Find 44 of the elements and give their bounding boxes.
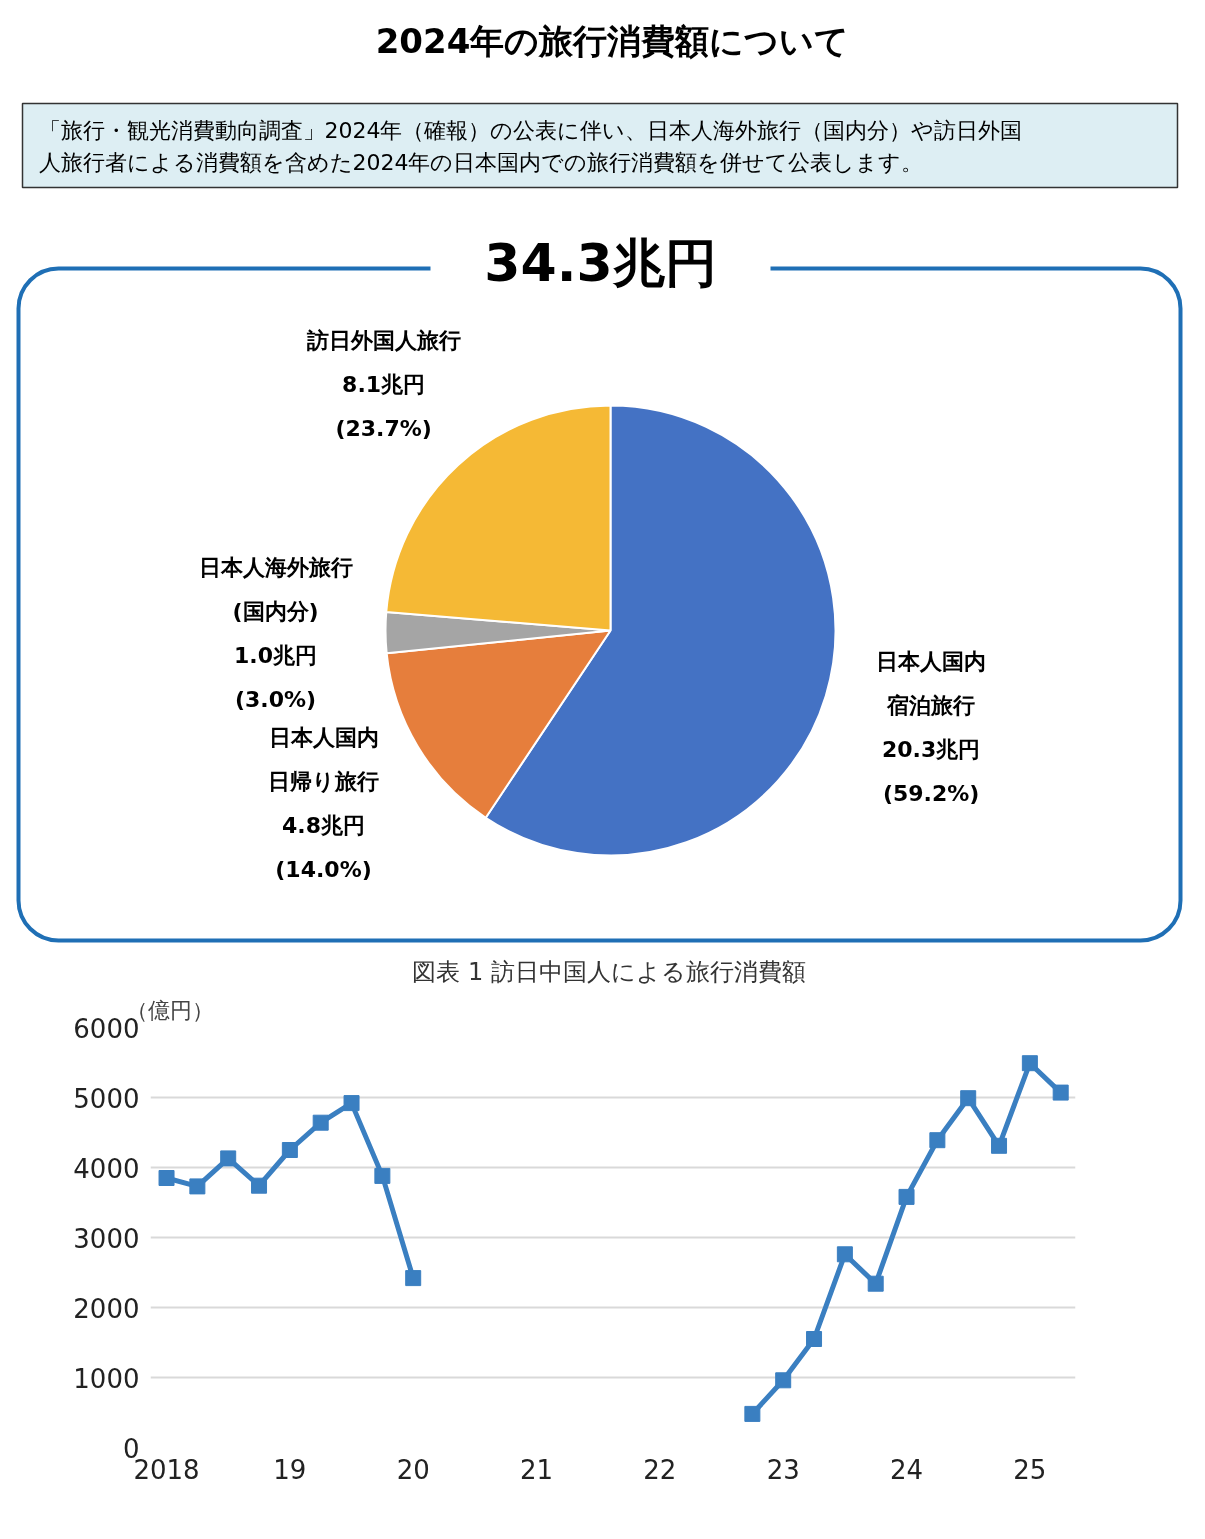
point [960, 1090, 977, 1107]
slice-label: 日本人国内日帰り旅行 [268, 724, 380, 794]
point [312, 1114, 329, 1131]
x-tick-label: 25 [1013, 1454, 1047, 1485]
point [929, 1132, 946, 1149]
point [251, 1177, 268, 1194]
slice-label: 日本人海外旅行(国内分) [198, 555, 353, 625]
chart-subtitle: 「旅行・観光消費動向調査」2024年（確報）の公表に伴い、日本人海外旅行（国内分）や訪日外国人旅行者による消費額を含めた2024年の日本国内での旅行消費額を併せて公表します。 [38, 118, 1023, 175]
point [806, 1331, 823, 1347]
data-label: 1.0兆円 (3.0%) [234, 643, 318, 713]
x-tick-label: 21 [519, 1454, 554, 1485]
y-tick-label: 3000 [73, 1223, 140, 1254]
point [836, 1246, 853, 1263]
y-tick-label: 2000 [73, 1293, 140, 1324]
point [744, 1405, 761, 1422]
point [1021, 1055, 1038, 1072]
point [405, 1270, 422, 1287]
point [189, 1178, 206, 1195]
y-tick-label: 4000 [73, 1153, 140, 1184]
chart-title: 図表 1 訪日中国人による旅行消費額 [412, 957, 806, 986]
data-label: 4.8兆円 (14.0%) [275, 812, 372, 882]
slice-label: 日本人国内宿泊旅行 [876, 649, 987, 719]
point [898, 1188, 915, 1205]
point [867, 1275, 884, 1292]
point [220, 1150, 237, 1167]
point [343, 1095, 360, 1112]
data-label: 8.1兆円 (23.7%) [335, 371, 432, 441]
data-label: 20.3兆円 (59.2%) [881, 737, 981, 807]
y-tick-label: 5000 [73, 1083, 140, 1114]
chart-title: 2024年の旅行消費額について [375, 20, 850, 61]
point [374, 1167, 391, 1184]
point [1052, 1084, 1069, 1101]
x-tick-label: 19 [273, 1454, 307, 1485]
x-tick-label: 22 [643, 1454, 677, 1485]
point [991, 1137, 1008, 1154]
x-tick-label: 23 [766, 1454, 800, 1485]
x-tick-label: 24 [889, 1454, 924, 1485]
point [158, 1170, 175, 1186]
x-tick-label: 20 [396, 1454, 430, 1485]
point [281, 1142, 298, 1158]
slice-label: 訪日外国人旅行 [305, 327, 461, 353]
point [775, 1372, 792, 1389]
text: 34.3兆円 [484, 232, 717, 293]
y-tick-label: 1000 [73, 1363, 140, 1394]
